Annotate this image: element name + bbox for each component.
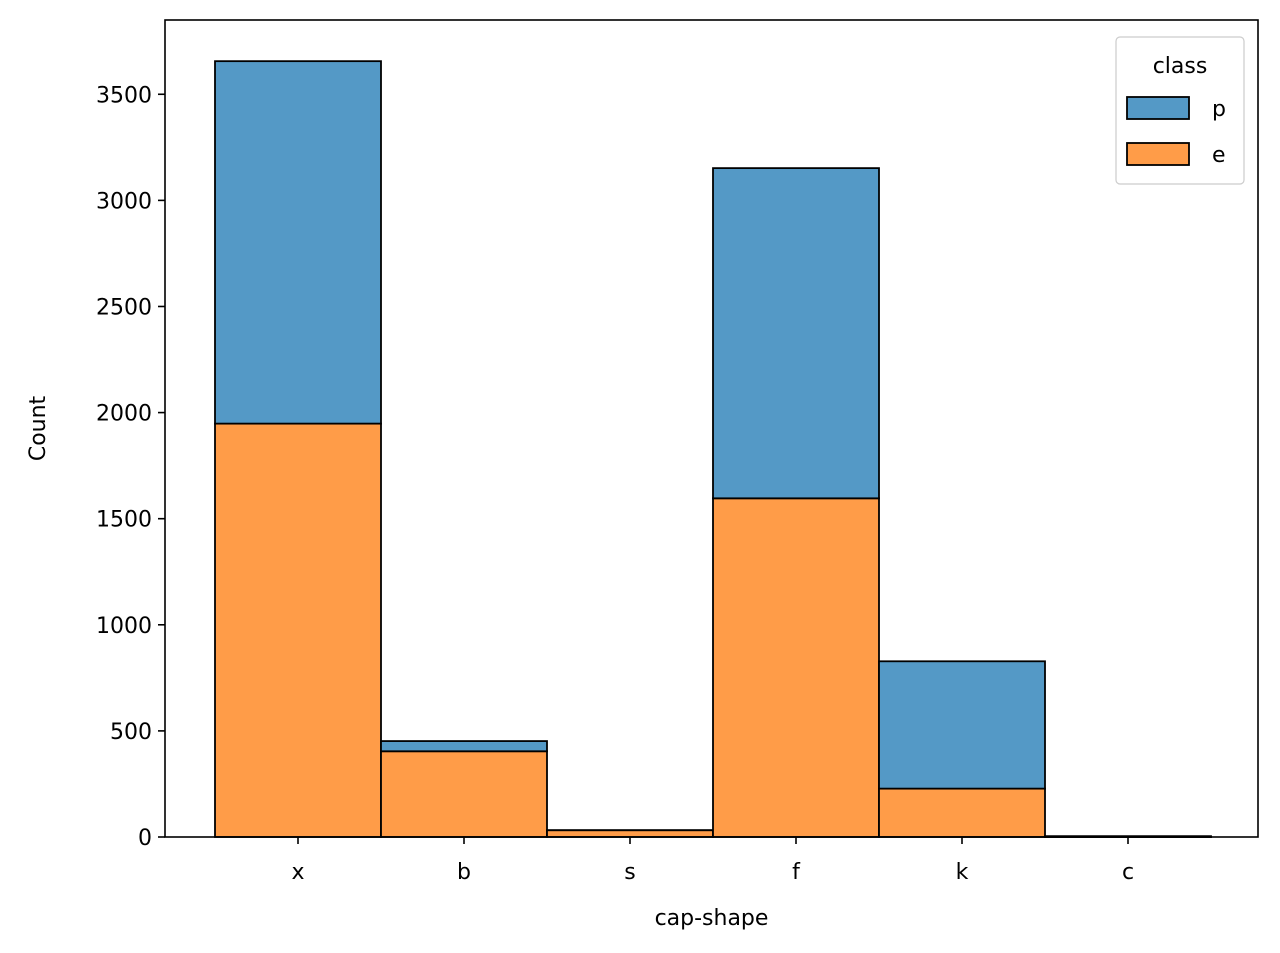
y-axis: 0 500 1000 1500 2000 2500 3000 3500 xyxy=(96,83,165,851)
legend-title: class xyxy=(1153,54,1208,79)
legend-swatch-e xyxy=(1126,142,1190,166)
x-axis-label: cap-shape xyxy=(655,906,769,931)
x-tick-label-k: k xyxy=(956,860,969,885)
x-tick-label-f: f xyxy=(792,860,801,885)
plot-frame xyxy=(164,19,1259,838)
y-tick-label-1500: 1500 xyxy=(96,508,152,533)
y-tick-label-0: 0 xyxy=(138,826,152,851)
legend: class pe xyxy=(1115,36,1245,185)
bar-k-e xyxy=(878,787,1046,838)
x-tick-label-c: c xyxy=(1122,860,1134,885)
y-tick-label-2500: 2500 xyxy=(96,295,152,320)
bar-x-e xyxy=(214,422,382,838)
y-tick-label-2000: 2000 xyxy=(96,402,152,427)
legend-label-p: p xyxy=(1212,97,1226,122)
x-tick-label-x: x xyxy=(291,860,304,885)
bar-b-e xyxy=(380,750,548,838)
x-tick-label-b: b xyxy=(457,860,471,885)
legend-swatch-p xyxy=(1126,96,1190,120)
bar-f-p xyxy=(712,167,880,500)
bar-s-e xyxy=(546,829,714,838)
legend-entries: pe xyxy=(1126,96,1226,168)
x-tick-label-s: s xyxy=(624,860,635,885)
y-tick-label-3000: 3000 xyxy=(96,189,152,214)
bar-k-p xyxy=(878,660,1046,790)
y-tick-label-3500: 3500 xyxy=(96,83,152,108)
bar-f-e xyxy=(712,497,880,838)
bar-b-p xyxy=(380,740,548,753)
bars-layer xyxy=(214,60,1212,838)
y-tick-label-1000: 1000 xyxy=(96,614,152,639)
legend-label-e: e xyxy=(1212,143,1226,168)
bar-x-p xyxy=(214,60,382,425)
y-tick-label-500: 500 xyxy=(110,720,152,745)
y-axis-label: Count xyxy=(26,395,51,461)
